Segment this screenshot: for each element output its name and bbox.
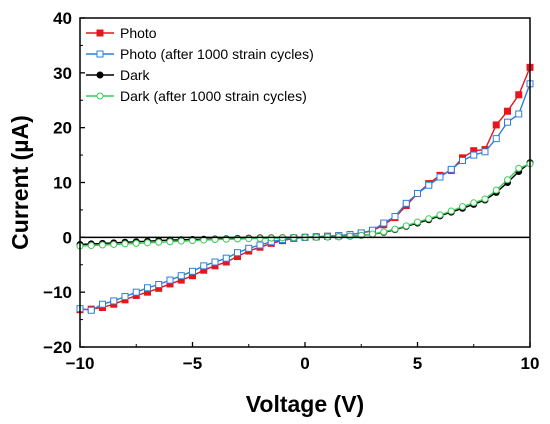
data-point: [177, 237, 185, 245]
legend-label: Photo (after 1000 strain cycles): [120, 46, 314, 62]
data-point: [459, 203, 466, 211]
data-point: [436, 211, 444, 219]
data-point: [504, 176, 511, 184]
data-point: [166, 276, 174, 284]
data-point: [99, 300, 106, 308]
data-point: [346, 232, 354, 240]
data-point: [234, 249, 241, 257]
data-point: [222, 254, 230, 262]
legend-entry: Dark: [86, 67, 151, 83]
y-tick-label: 10: [53, 174, 72, 193]
data-point: [447, 165, 455, 173]
data-point: [391, 225, 399, 233]
data-point: [121, 293, 129, 301]
data-point: [189, 267, 196, 275]
data-point: [110, 240, 118, 248]
legend-label: Photo: [120, 25, 157, 41]
data-point: [425, 215, 433, 223]
legend: Photo Photo (after 1000 strain cycles) Dar…: [86, 25, 314, 104]
data-point: [425, 181, 433, 189]
x-tick-label: −5: [183, 354, 202, 373]
data-point: [481, 148, 489, 156]
legend-marker: [96, 29, 104, 37]
data-point: [402, 199, 410, 207]
data-point: [87, 306, 95, 314]
legend-entry: Photo (after 1000 strain cycles): [86, 46, 314, 62]
y-tick-label: −10: [43, 283, 72, 302]
data-point: [256, 234, 264, 242]
data-point: [515, 91, 523, 99]
data-point: [211, 258, 219, 266]
data-point: [492, 135, 500, 143]
legend-marker: [96, 92, 104, 100]
legend-entry: Dark (after 1000 strain cycles): [86, 88, 307, 104]
data-point: [99, 241, 106, 249]
data-point: [110, 297, 118, 305]
x-tick-label: 5: [413, 354, 422, 373]
data-point: [380, 228, 388, 236]
x-tick-label: 0: [300, 354, 309, 373]
x-axis-title: Voltage (V): [246, 391, 364, 417]
data-point: [132, 288, 140, 296]
legend-entry: Photo: [86, 25, 157, 41]
data-point: [189, 237, 196, 245]
data-point: [414, 218, 421, 226]
data-point: [492, 121, 500, 129]
y-tick-label: 20: [53, 119, 72, 138]
x-tick-label: −10: [66, 354, 95, 373]
data-point: [166, 238, 174, 246]
data-point: [402, 222, 410, 230]
series-2: [76, 80, 534, 314]
data-point: [436, 173, 444, 181]
data-point: [144, 284, 151, 292]
data-point: [200, 262, 208, 270]
series-line: [79, 83, 531, 312]
data-point: [132, 239, 140, 247]
data-point: [459, 157, 466, 165]
data-point: [155, 280, 163, 288]
data-point: [504, 107, 511, 115]
data-point: [470, 151, 478, 159]
y-tick-label: 0: [63, 228, 72, 247]
data-point: [515, 110, 523, 118]
data-point: [492, 186, 500, 194]
data-point: [515, 164, 523, 172]
data-point: [481, 195, 489, 203]
data-point: [267, 234, 275, 242]
x-tick-label: 10: [521, 354, 540, 373]
data-point: [414, 189, 421, 197]
data-point: [380, 219, 388, 227]
y-tick-label: 30: [53, 64, 72, 83]
y-axis-title: Current (µA): [7, 115, 33, 250]
data-point: [177, 272, 185, 280]
data-point: [470, 199, 478, 207]
legend-label: Dark (after 1000 strain cycles): [120, 88, 307, 104]
y-tick-label: −20: [43, 338, 72, 357]
data-point: [391, 212, 399, 220]
data-point: [504, 118, 511, 126]
data-point: [87, 242, 95, 250]
legend-marker: [96, 71, 104, 79]
legend-marker: [96, 50, 104, 58]
legend-label: Dark: [120, 67, 151, 83]
data-point: [121, 240, 129, 248]
series-4: [76, 160, 534, 250]
data-point: [245, 244, 253, 252]
data-point: [447, 207, 455, 215]
data-point: [144, 239, 151, 247]
data-point: [155, 238, 163, 246]
series-layer: [76, 63, 534, 314]
data-point: [369, 230, 376, 238]
data-point: [256, 241, 264, 249]
y-tick-label: 40: [53, 9, 72, 28]
